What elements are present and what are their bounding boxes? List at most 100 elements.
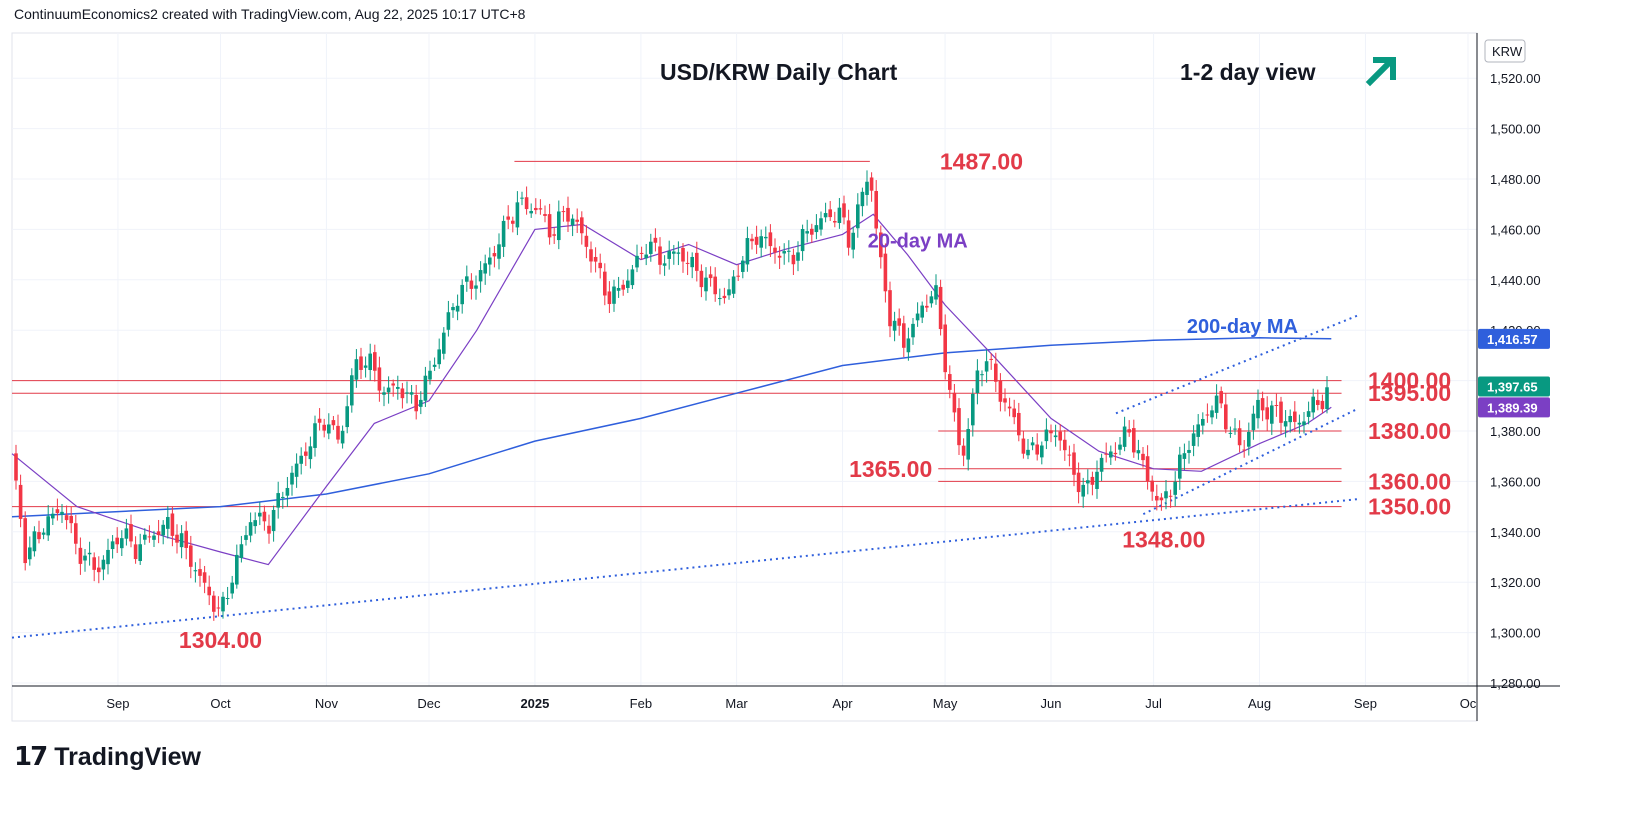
candle-body	[695, 252, 699, 271]
candle-body	[478, 270, 483, 282]
candle-body	[400, 388, 405, 399]
candle-body	[1283, 421, 1288, 427]
horizontal-levels	[12, 160, 1342, 508]
ma20-line	[11, 213, 1332, 566]
candle-body	[1191, 433, 1196, 446]
candle-body	[1242, 449, 1246, 451]
candle-body	[966, 429, 970, 460]
candle-body	[317, 418, 322, 423]
currency-badge[interactable]	[1484, 39, 1526, 63]
level-label: 1395.00	[1368, 380, 1451, 406]
candle-body	[501, 220, 506, 247]
candle-body	[465, 276, 469, 282]
candle-body	[1164, 491, 1168, 499]
time-tick-label: Nov	[315, 696, 339, 711]
time-tick-label: 2025	[520, 696, 549, 711]
candle-body	[469, 280, 474, 289]
candle-body	[1026, 449, 1030, 456]
candle-body	[1058, 431, 1062, 441]
candle-body	[1265, 407, 1269, 420]
candle-body	[1104, 453, 1108, 455]
tradingview-logo[interactable]: 17 TradingView	[14, 740, 201, 774]
candle-body	[1302, 421, 1306, 426]
price-tick-label: 1,460.00	[1490, 222, 1541, 237]
candle-body	[41, 532, 46, 535]
candle-body	[216, 607, 221, 609]
candle-body	[828, 209, 832, 218]
candle-body	[865, 181, 869, 195]
candle-body	[612, 286, 616, 304]
candle-body	[235, 554, 239, 585]
candle-body	[327, 424, 331, 434]
candle-body	[915, 313, 920, 321]
candle-body	[340, 430, 345, 444]
candle-body	[1237, 428, 1242, 446]
candle-body	[37, 532, 41, 540]
candle-body	[561, 211, 566, 213]
trendline	[11, 498, 1359, 639]
candle-body	[1109, 451, 1113, 458]
level-label: 1487.00	[940, 148, 1023, 174]
candle-body	[124, 528, 129, 539]
candle-body	[437, 349, 441, 365]
candle-body	[538, 208, 543, 210]
candle-body	[750, 238, 754, 242]
candle-body	[46, 516, 50, 536]
candle-body	[198, 569, 202, 576]
candle-body	[1017, 412, 1021, 436]
time-tick-label: Dec	[417, 696, 441, 711]
price-tick-label: 1,440.00	[1490, 273, 1541, 288]
price-badge-label: 1,389.39	[1487, 400, 1538, 415]
candle-body	[1274, 405, 1279, 407]
candle-body	[409, 392, 414, 395]
candle-body	[1067, 454, 1072, 456]
price-axis[interactable]: 1,520.00 1,500.00 1,480.00 1,460.00 1,440.00…	[1478, 71, 1550, 691]
candle-body	[483, 263, 487, 274]
candle-body	[690, 256, 694, 268]
candle-body	[230, 582, 234, 594]
candle-body	[699, 270, 704, 288]
candle-body	[1288, 416, 1292, 423]
candle-body	[920, 305, 924, 318]
candle-body	[23, 518, 27, 564]
candle-body	[1053, 435, 1058, 438]
candle-body	[1210, 410, 1214, 418]
candle-body	[161, 524, 165, 536]
candle-body	[869, 177, 874, 191]
price-badge-label: 1,416.57	[1487, 332, 1538, 347]
candle-body	[74, 523, 78, 544]
time-tick-label: Oct	[210, 696, 231, 711]
candle-body	[308, 446, 313, 460]
candle-body	[667, 251, 671, 259]
price-tick-label: 1,280.00	[1490, 676, 1541, 691]
candle-body	[143, 534, 147, 540]
price-badge	[1478, 376, 1550, 397]
candlesticks	[14, 170, 1329, 621]
time-axis[interactable]: Sep Oct Nov Dec 2025 Feb Mar Apr May Jun Jul Aug Sep…	[106, 696, 1476, 711]
candle-body	[294, 463, 299, 477]
candle-body	[1030, 442, 1035, 446]
candle-body	[120, 538, 124, 549]
candle-body	[1003, 398, 1007, 403]
candle-body	[193, 570, 198, 572]
candle-body	[83, 555, 87, 561]
candle-body	[943, 324, 947, 373]
candle-body	[796, 252, 800, 261]
candle-body	[419, 399, 423, 407]
ma-label: 200-day MA	[1187, 316, 1298, 338]
candle-body	[377, 367, 382, 391]
candle-body	[299, 455, 303, 464]
candle-body	[635, 255, 639, 268]
candle-body	[497, 244, 501, 259]
candle-body	[902, 323, 906, 348]
candle-body	[60, 511, 64, 515]
price-tick-label: 1,500.00	[1490, 122, 1541, 137]
candle-body	[1113, 452, 1118, 455]
time-tick-label: Aug	[1248, 696, 1271, 711]
candle-body	[414, 394, 418, 412]
candle-body	[345, 406, 349, 428]
candle-body	[474, 285, 478, 289]
candle-body	[621, 284, 625, 290]
candle-body	[975, 370, 980, 393]
